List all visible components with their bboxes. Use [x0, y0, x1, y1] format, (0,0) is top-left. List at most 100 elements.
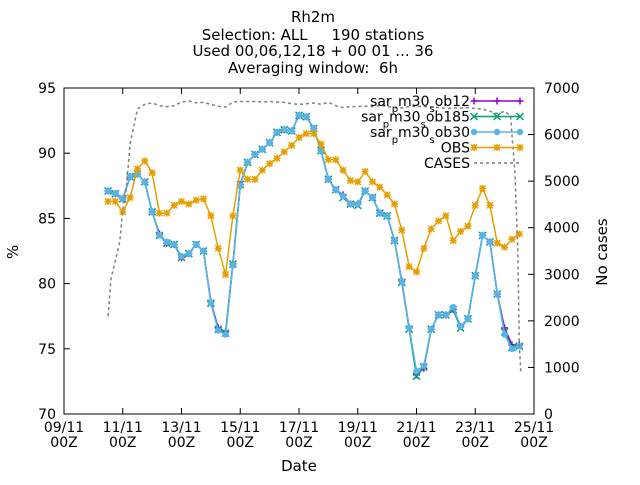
- series-point-2: [170, 241, 178, 248]
- legend: sarpm30sob12sarpm30sob185sarpm30sob30OBS…: [361, 94, 525, 172]
- chart-title-group: Rh2m Selection: ALL 190 stations Used 00…: [193, 8, 434, 77]
- series-point-3: [244, 175, 252, 183]
- x-tick-label-date: 09/11: [44, 420, 84, 436]
- series-point-2: [192, 241, 200, 248]
- series-point-2: [427, 326, 435, 333]
- y-axis-title: %: [4, 245, 22, 259]
- legend-label-2: sarpm30sob30: [370, 125, 470, 146]
- x-tick-label-hour: 00Z: [109, 435, 136, 451]
- axes-group: 09/1100Z11/1100Z13/1100Z15/1100Z17/1100Z…: [38, 81, 579, 451]
- x-tick-label-hour: 00Z: [50, 435, 77, 451]
- series-point-3: [178, 197, 185, 205]
- series-point-3: [104, 197, 112, 205]
- series-point-2: [472, 272, 479, 279]
- series-point-2: [464, 315, 472, 323]
- chart-title: Rh2m: [291, 8, 335, 26]
- series-point-2: [354, 200, 361, 208]
- series-point-2: [288, 127, 295, 135]
- legend-marker-1: [492, 112, 502, 121]
- series-point-2: [413, 367, 420, 375]
- series-point-3: [317, 140, 325, 148]
- y-tick-label: 90: [38, 146, 56, 162]
- x-tick-label-hour: 00Z: [462, 435, 489, 451]
- series-point-2: [126, 173, 134, 180]
- series-point-3: [288, 141, 296, 149]
- series-point-3: [493, 239, 501, 247]
- series-point-3: [302, 130, 310, 138]
- series-point-3: [229, 212, 237, 220]
- series-point-3: [501, 243, 509, 251]
- series-point-2: [156, 232, 163, 239]
- series-point-3: [390, 200, 398, 208]
- series-point-2: [479, 232, 486, 239]
- series-point-3: [280, 148, 288, 156]
- y2-tick-label: 1000: [544, 360, 580, 376]
- series-point-2: [369, 194, 376, 201]
- series-point-2: [486, 238, 494, 246]
- series-point-3: [148, 169, 156, 177]
- x-tick-label-date: 19/11: [338, 420, 378, 436]
- series-point-3: [236, 166, 244, 174]
- series-point-2: [457, 323, 464, 330]
- series-point-2: [119, 195, 126, 203]
- series-point-2: [391, 237, 398, 244]
- series-point-3: [258, 166, 266, 174]
- series-point-3: [346, 177, 354, 185]
- series-point-2: [148, 208, 156, 216]
- series-point-3: [214, 244, 222, 252]
- series-point-3: [155, 209, 163, 217]
- y-tick-label: 70: [38, 407, 56, 423]
- series-point-3: [222, 270, 230, 278]
- series-point-2: [281, 126, 288, 133]
- legend-marker-2: [493, 128, 501, 136]
- x-tick-label-date: 13/11: [161, 420, 201, 436]
- series-point-3: [398, 226, 406, 234]
- series-point-3: [111, 197, 119, 205]
- series-point-2: [332, 186, 339, 193]
- series-point-3: [457, 227, 465, 235]
- series-point-2: [339, 193, 347, 200]
- y-tick-label: 95: [38, 81, 56, 97]
- series-group: [104, 100, 524, 381]
- series-point-3: [420, 244, 428, 252]
- legend-label-3: OBS: [441, 141, 470, 157]
- series-point-3: [126, 194, 134, 202]
- x-tick-label-date: 11/11: [103, 420, 143, 436]
- series-point-3: [324, 156, 332, 164]
- series-point-3: [383, 191, 391, 199]
- series-point-2: [215, 327, 222, 334]
- series-point-3: [119, 208, 127, 216]
- legend-marker-3: [493, 144, 501, 151]
- series-point-2: [251, 151, 259, 158]
- series-point-3: [442, 212, 450, 220]
- x-tick-label-date: 21/11: [396, 420, 436, 436]
- y2-axis-title: No cases: [593, 218, 611, 286]
- series-point-2: [163, 238, 171, 246]
- series-point-3: [192, 196, 200, 204]
- legend-marker-3: [470, 144, 478, 151]
- series-point-3: [479, 184, 487, 192]
- chart-subtitle-line-3: Averaging window: 6h: [228, 59, 398, 77]
- series-point-2: [303, 113, 310, 120]
- series-point-3: [133, 165, 141, 173]
- series-point-3: [413, 268, 420, 276]
- y2-tick-label: 2000: [544, 314, 580, 330]
- series-point-2: [361, 187, 369, 195]
- series-point-2: [141, 178, 148, 186]
- series-point-3: [405, 263, 413, 271]
- series-point-3: [449, 237, 457, 245]
- series-point-2: [325, 176, 332, 183]
- series-point-2: [104, 187, 112, 195]
- x-axis-title: Date: [281, 457, 317, 475]
- x-tick-label-hour: 00Z: [344, 435, 371, 451]
- series-point-3: [471, 201, 479, 209]
- series-point-2: [442, 311, 450, 319]
- series-point-3: [266, 160, 274, 168]
- series-point-2: [347, 200, 354, 208]
- series-point-2: [266, 139, 273, 146]
- x-tick-label-date: 23/11: [455, 420, 495, 436]
- series-point-3: [185, 200, 193, 208]
- series-point-3: [170, 201, 178, 209]
- legend-label-1: sarpm30sob185: [361, 110, 470, 131]
